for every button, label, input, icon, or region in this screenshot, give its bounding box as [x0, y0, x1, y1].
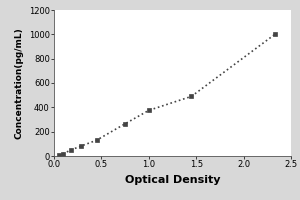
Y-axis label: Concentration(pg/mL): Concentration(pg/mL) [14, 27, 23, 139]
X-axis label: Optical Density: Optical Density [125, 175, 220, 185]
